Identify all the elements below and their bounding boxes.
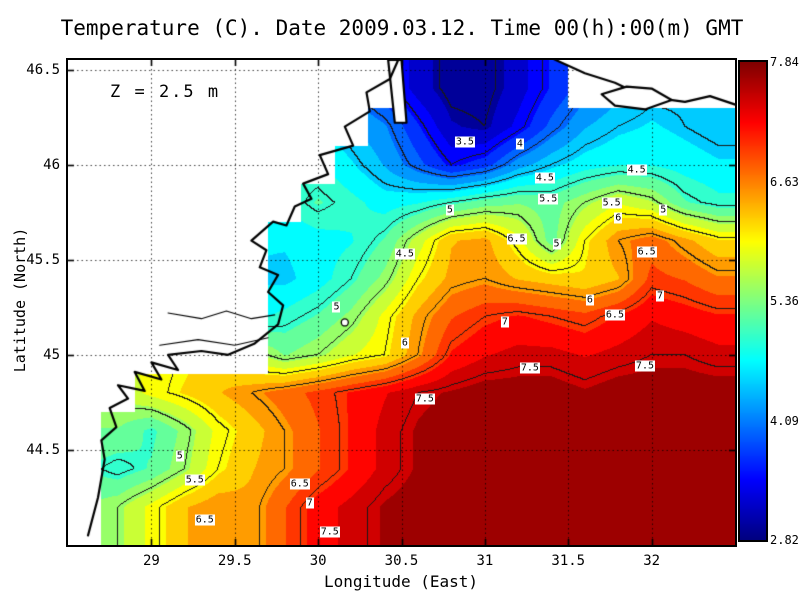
contour-label: 5.5 xyxy=(538,193,559,205)
contour-label: 4.5 xyxy=(534,172,555,184)
plot-area: 3.5 4 4.5 4.5 5.5 5 5.5 6 5 6.5 5 6.5 4.5 5 6 7 6.5 7 6 7.5… xyxy=(66,58,737,547)
contour-label: 6.5 xyxy=(289,478,310,490)
contour-label: 6 xyxy=(614,212,623,224)
temperature-field-canvas xyxy=(68,60,735,545)
contour-label: 6.5 xyxy=(194,514,215,526)
contour-label: 7.5 xyxy=(414,393,435,405)
x-tick-label: 32 xyxy=(643,553,661,569)
x-tick-label: 30.5 xyxy=(384,553,419,569)
contour-label: 6.5 xyxy=(604,309,625,321)
x-tick-label: 30 xyxy=(309,553,327,569)
y-tick-label: 46.5 xyxy=(26,61,60,78)
contour-label: 7.5 xyxy=(634,360,655,372)
contour-label: 4.5 xyxy=(626,164,647,176)
contour-label: 7 xyxy=(655,290,664,302)
contour-label: 7.5 xyxy=(319,526,340,538)
contour-label: 5 xyxy=(175,450,184,462)
contour-label: 7 xyxy=(500,316,509,328)
contour-label: 6.5 xyxy=(636,246,657,258)
colorbar-tick-label: 7.84 xyxy=(770,55,799,69)
contour-label: 4.5 xyxy=(394,248,415,260)
contour-label: 7 xyxy=(305,497,314,509)
contour-label: 4 xyxy=(515,138,524,150)
contour-label: 5 xyxy=(552,238,561,250)
colorbar-gradient-canvas xyxy=(740,62,766,540)
x-tick-label: 31 xyxy=(476,553,494,569)
chart-title: Temperature (C). Date 2009.03.12. Time 0… xyxy=(60,16,744,40)
y-tick-label: 45.5 xyxy=(26,251,60,268)
contour-label: 6.5 xyxy=(506,233,527,245)
y-tick-label: 44.5 xyxy=(26,441,60,458)
x-tick-label: 29.5 xyxy=(217,553,252,569)
contour-label: 7.5 xyxy=(519,362,540,374)
colorbar-tick-label: 2.82 xyxy=(770,533,799,547)
colorbar xyxy=(738,60,768,542)
contour-label: 5 xyxy=(445,204,454,216)
contour-label: 6 xyxy=(585,294,594,306)
depth-annotation: Z = 2.5 m xyxy=(110,82,221,102)
contour-label: 5.5 xyxy=(601,197,622,209)
contour-label: 5 xyxy=(659,204,668,216)
x-tick-label: 31.5 xyxy=(551,553,586,569)
x-tick-label: 29 xyxy=(142,553,160,569)
colorbar-tick-label: 6.63 xyxy=(770,174,799,189)
contour-labels-layer: 3.5 4 4.5 4.5 5.5 5 5.5 6 5 6.5 5 6.5 4.5 5 6 7 6.5 7 6 7.5… xyxy=(68,60,735,545)
y-tick-label: 46 xyxy=(43,156,60,173)
contour-label: 3.5 xyxy=(454,136,475,148)
contour-label: 5.5 xyxy=(184,474,205,486)
contour-label: 5 xyxy=(332,301,341,313)
x-axis-label: Longitude (East) xyxy=(323,572,479,591)
colorbar-tick-label: 5.36 xyxy=(770,294,799,308)
colorbar-tick-label: 4.09 xyxy=(770,413,799,428)
y-tick-label: 45 xyxy=(43,346,60,363)
contour-label: 6 xyxy=(400,337,409,349)
